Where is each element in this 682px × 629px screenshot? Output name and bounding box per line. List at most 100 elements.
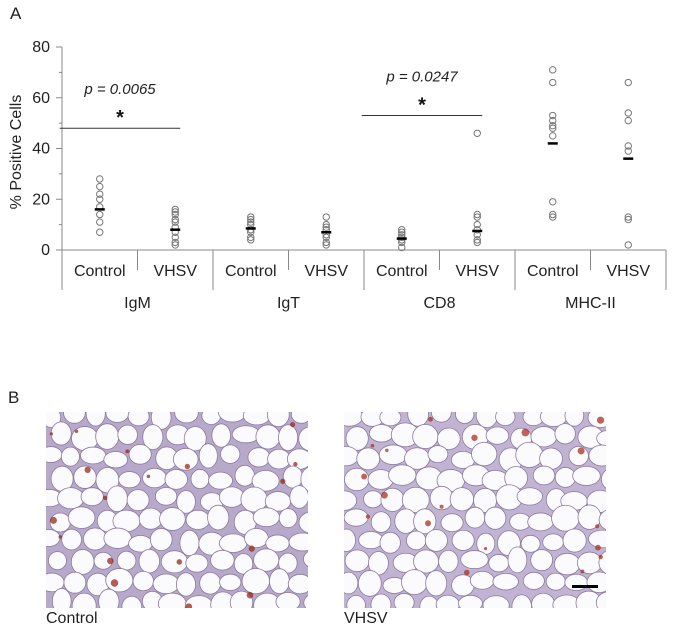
x-tick-label: Control [376, 263, 428, 280]
data-point [398, 228, 406, 236]
adipocyte-cell [532, 465, 556, 486]
adipocyte-cell [436, 427, 461, 451]
adipocyte-cell [116, 550, 137, 571]
stained-nucleus [184, 463, 191, 470]
data-point [473, 220, 481, 229]
adipocyte-cell [413, 508, 437, 535]
adipocyte-cell [233, 553, 254, 575]
adipocyte-cell [218, 486, 245, 508]
chart-axes: 0 20 40 60 80 Control VHSV Control VHSV Control VH… [32, 39, 667, 312]
adipocyte-cell [199, 571, 222, 595]
stained-nucleus [102, 495, 108, 501]
p-value-label: p = 0.0247 [385, 69, 458, 86]
adipocyte-cell [378, 444, 408, 465]
adipocyte-cell [562, 528, 587, 553]
data-point [96, 210, 104, 219]
adipocyte-cell [344, 571, 359, 595]
stained-nucleus [471, 434, 478, 441]
data-point [171, 241, 179, 249]
adipocyte-cell [303, 595, 308, 608]
adipocyte-cell [588, 529, 606, 549]
adipocyte-cell [469, 570, 495, 590]
data-point [624, 241, 632, 249]
stained-nucleus [425, 520, 431, 527]
data-point [171, 208, 179, 216]
adipocyte-cell [179, 529, 200, 557]
adipocyte-cell [266, 412, 290, 428]
data-point [322, 241, 330, 249]
adipocyte-cell [542, 533, 564, 551]
adipocyte-cell [138, 507, 163, 530]
adipocyte-cell [370, 511, 392, 533]
data-point [171, 218, 179, 226]
adipocyte-cell [588, 444, 606, 467]
adipocyte-cell [522, 571, 545, 590]
adipocyte-cell [440, 513, 464, 533]
data-point [473, 238, 481, 247]
scale-bar [572, 585, 598, 588]
adipocyte-cell [267, 448, 291, 470]
data-point [624, 109, 632, 117]
adipocyte-cell [176, 572, 197, 597]
adipocyte-cell [464, 506, 486, 529]
data-point [549, 121, 557, 130]
adipocyte-cell [63, 571, 87, 594]
data-point [247, 236, 255, 244]
data-point [322, 220, 330, 229]
data-point [247, 226, 255, 234]
adipocyte-cell [60, 446, 80, 467]
chart-points [96, 66, 632, 252]
adipocyte-cell [551, 504, 580, 532]
stained-nucleus [370, 443, 375, 448]
p-value-label: p = 0.0065 [83, 81, 156, 98]
data-point [322, 233, 330, 242]
adipocyte-cell [438, 549, 459, 573]
adipocyte-cell [176, 490, 196, 514]
stained-nucleus [49, 516, 57, 524]
data-point [549, 116, 557, 125]
data-point [171, 238, 179, 247]
x-tick-label: VHSV [304, 263, 348, 280]
data-point [624, 116, 632, 125]
data-point [624, 213, 632, 221]
group-label: IgT [277, 295, 300, 312]
adipocyte-cell [288, 532, 308, 552]
adipocyte-cell [252, 507, 280, 528]
adipocyte-cell [103, 451, 128, 469]
adipocyte-cell [595, 591, 606, 608]
adipocyte-cell [303, 551, 308, 568]
adipocyte-cell [160, 550, 189, 574]
adipocyte-cell [159, 507, 186, 531]
data-point [624, 147, 632, 155]
stained-nucleus [385, 448, 389, 453]
adipocyte-cell [357, 570, 382, 597]
x-tick-label: VHSV [606, 263, 650, 280]
adipocyte-cell [278, 552, 298, 574]
adipocyte-cell [460, 550, 489, 570]
adipocyte-cell [344, 549, 370, 573]
adipocyte-cell [106, 485, 128, 513]
adipocyte-cell [298, 426, 308, 451]
adipocyte-cell [241, 568, 270, 595]
data-point [247, 233, 255, 242]
adipocyte-cell [95, 423, 120, 450]
adipocyte-cell [572, 465, 601, 486]
significance-star: * [116, 107, 124, 129]
adipocyte-cell [198, 443, 218, 469]
data-point [549, 124, 557, 132]
adipocyte-cell [185, 553, 209, 573]
data-point [398, 243, 406, 252]
adipocyte-cell [363, 490, 383, 509]
data-point [96, 190, 104, 198]
stained-nucleus [483, 547, 488, 551]
stained-nucleus [381, 491, 388, 499]
adipocyte-cell [431, 412, 452, 423]
adipocyte-cell [234, 464, 255, 487]
stained-nucleus [246, 591, 254, 599]
x-tick-label: Control [527, 263, 579, 280]
adipocyte-cell [103, 527, 132, 549]
data-point [473, 210, 481, 219]
adipocyte-cell [345, 426, 369, 451]
adipocyte-cell [98, 588, 120, 608]
adipocyte-cell [388, 464, 417, 486]
